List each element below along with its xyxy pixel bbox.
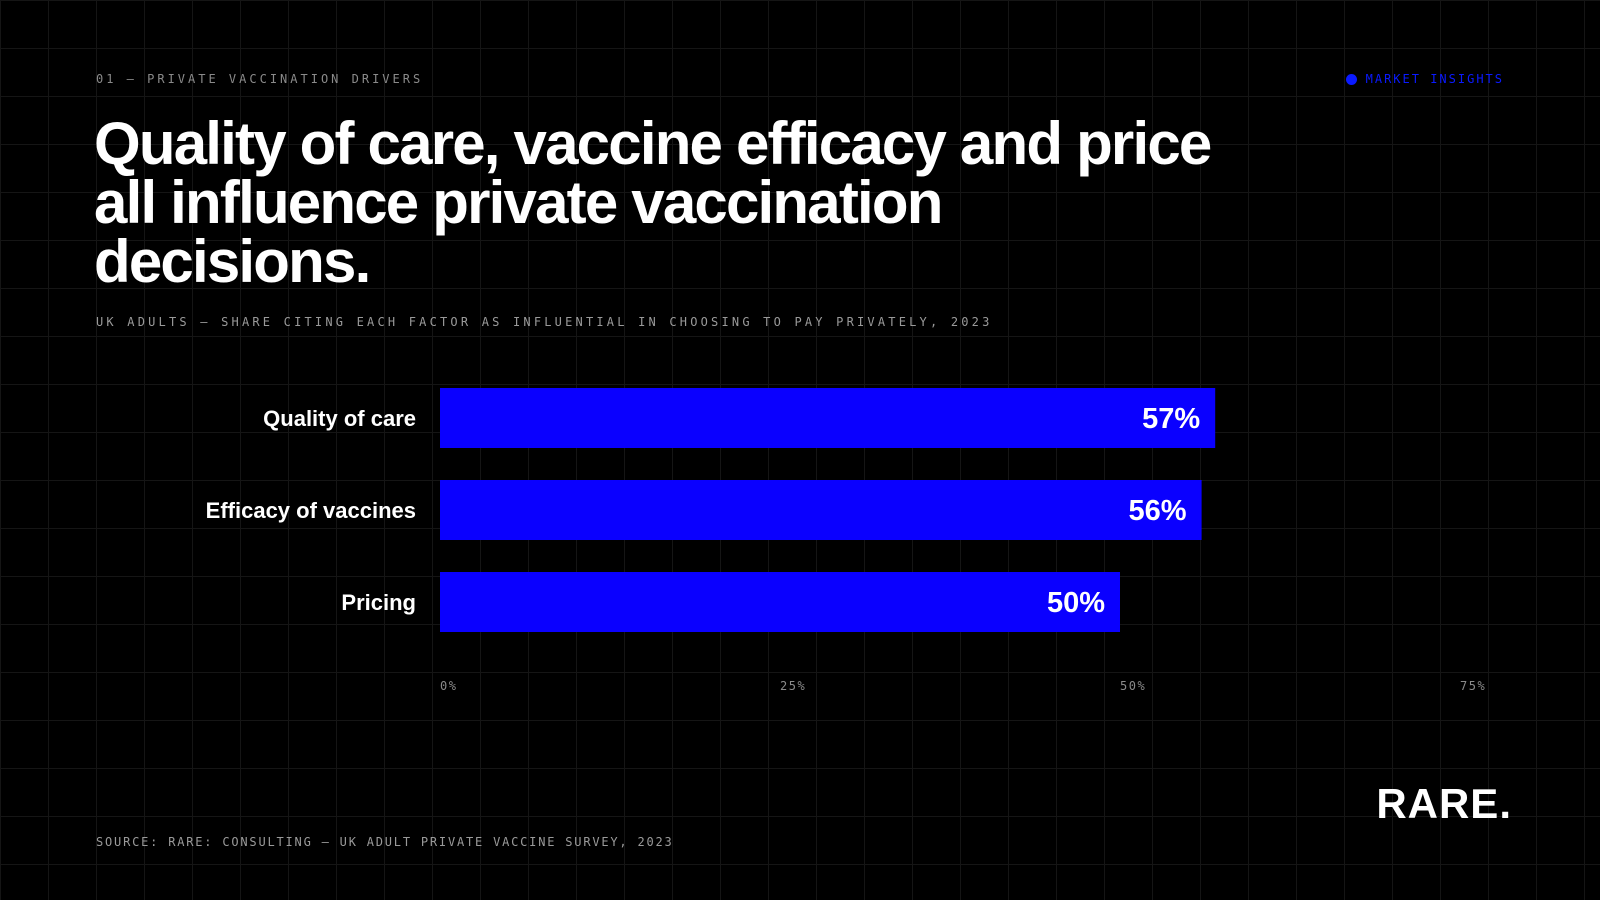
category-label-3: Pricing <box>341 590 416 615</box>
value-label-1: 57% <box>1142 403 1200 435</box>
x-tick-label-4: 75% <box>1460 679 1486 693</box>
section-kicker: 01 — PRIVATE VACCINATION DRIVERS <box>96 72 424 86</box>
value-label-2: 56% <box>1129 495 1187 527</box>
x-tick-label-2: 25% <box>780 679 806 693</box>
slide-title: Quality of care, vaccine efficacy and pr… <box>94 110 1212 295</box>
bar-3 <box>440 572 1120 632</box>
market-insights-tag: MARKET INSIGHTS <box>1345 72 1504 86</box>
value-label-3: 50% <box>1047 587 1105 619</box>
source-note: SOURCE: RARE: CONSULTING — UK ADULT PRIV… <box>96 835 674 849</box>
x-tick-label-3: 50% <box>1120 679 1146 693</box>
bar-2 <box>440 480 1202 540</box>
category-label-1: Quality of care <box>263 406 416 431</box>
rare-logo: RARE. <box>1376 780 1512 827</box>
category-label-2: Efficacy of vaccines <box>206 498 416 523</box>
x-tick-label-1: 0% <box>440 679 457 693</box>
tag-label: MARKET INSIGHTS <box>1365 72 1504 86</box>
bar-1 <box>440 388 1216 448</box>
chart-subtitle: UK ADULTS — SHARE CITING EACH FACTOR AS … <box>96 315 993 329</box>
tag-dot-icon <box>1345 73 1357 85</box>
